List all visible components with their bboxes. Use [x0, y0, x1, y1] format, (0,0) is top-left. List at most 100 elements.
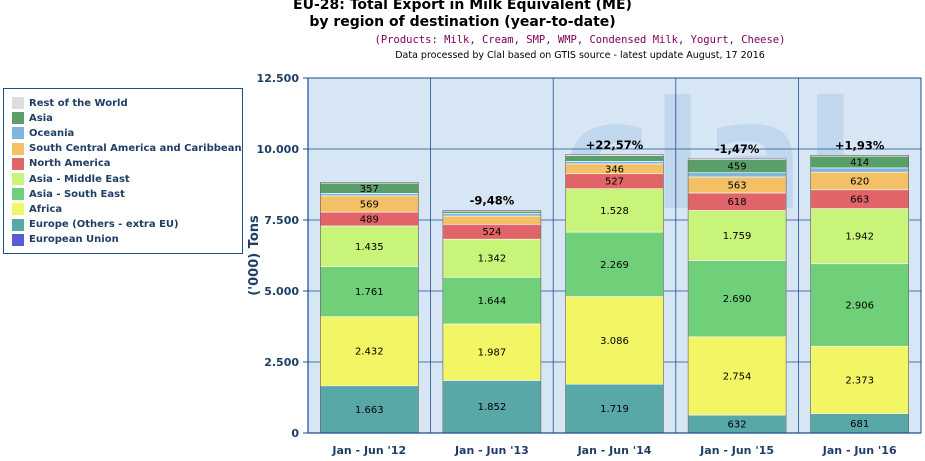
- y-axis-label: ('000) Tons: [247, 215, 262, 296]
- legend-item[interactable]: North America: [12, 157, 111, 171]
- x-tick-label: Jan - Jun '16: [822, 444, 897, 457]
- bar-segment: [442, 213, 542, 217]
- x-tick-label: Jan - Jun '14: [577, 444, 652, 457]
- legend-label: Europe (Others - extra EU): [29, 219, 179, 231]
- bar-segment: [319, 225, 419, 267]
- chart-title-line2: by region of destination (year-to-date): [309, 14, 616, 30]
- legend-swatch: [12, 233, 24, 246]
- legend-swatch: [12, 142, 24, 155]
- legend-item[interactable]: European Union: [12, 233, 119, 247]
- legend-item[interactable]: Asia: [12, 111, 53, 125]
- data-label: 2.906: [845, 301, 874, 312]
- data-label: 2.690: [723, 294, 752, 305]
- data-label: 1.342: [478, 254, 507, 265]
- bar-segment: [565, 161, 664, 165]
- change-label: -9,48%: [470, 194, 515, 208]
- y-tick-label: 2.500: [264, 356, 299, 369]
- bar-segment: [687, 210, 787, 261]
- legend-swatch: [12, 188, 24, 201]
- change-label: +1,93%: [835, 138, 885, 152]
- bar-segment: [442, 323, 542, 381]
- legend-swatch: [12, 218, 24, 231]
- legend-label: Asia - Middle East: [29, 173, 130, 185]
- data-label: 1.987: [478, 348, 507, 359]
- legend-label: South Central America and Caribbean: [29, 143, 242, 155]
- change-label: -1,47%: [715, 142, 760, 156]
- bar-segment: [810, 167, 910, 173]
- bar-segment: [442, 238, 542, 278]
- data-label: 1.942: [845, 232, 874, 243]
- legend-label: Asia - South East: [29, 188, 125, 200]
- legend-item[interactable]: Oceania: [12, 126, 74, 140]
- data-label: 357: [360, 184, 379, 195]
- bar-segment: [687, 172, 787, 178]
- data-label: 489: [360, 214, 379, 225]
- data-label: 1.719: [600, 404, 629, 415]
- y-tick-label: 0: [291, 427, 299, 440]
- x-tick-label: Jan - Jun '12: [331, 444, 406, 457]
- data-label: 1.761: [355, 287, 384, 298]
- data-label: 1.644: [478, 296, 507, 307]
- data-label: 3.086: [600, 336, 629, 347]
- legend-label: Oceania: [29, 127, 75, 139]
- legend-swatch: [12, 112, 24, 125]
- bar-segment: [565, 188, 664, 233]
- legend-item[interactable]: Asia - South East: [12, 187, 125, 201]
- chart-legend: Rest of the World Asia Oceania South Centra…: [3, 88, 243, 254]
- bar-segment: [442, 215, 542, 225]
- data-label: 1.852: [478, 402, 507, 413]
- bar-segment: [319, 316, 419, 387]
- legend-item[interactable]: Asia - Middle East: [12, 172, 130, 186]
- y-tick-label: 7.500: [264, 214, 299, 227]
- data-label: 414: [850, 158, 869, 169]
- legend-item[interactable]: Rest of the World: [12, 96, 128, 110]
- legend-swatch: [12, 203, 24, 216]
- change-label: +22,57%: [586, 138, 644, 152]
- data-label: 2.269: [600, 260, 629, 271]
- bar-segment: [442, 380, 542, 434]
- data-label: 346: [605, 164, 624, 175]
- legend-label: Rest of the World: [29, 97, 128, 109]
- legend-item[interactable]: Europe (Others - extra EU): [12, 218, 179, 232]
- chart-source-note: Data processed by Clal based on GTIS sou…: [395, 50, 765, 61]
- data-label: 569: [360, 199, 379, 210]
- bar-segment: [565, 231, 664, 297]
- chart-subtitle-products: (Products: Milk, Cream, SMP, WMP, Conden…: [374, 34, 786, 46]
- bar-segment: [442, 210, 542, 214]
- data-label: 563: [728, 180, 747, 191]
- data-label: 681: [850, 419, 869, 430]
- data-label: 632: [728, 420, 747, 431]
- bar-segment: [319, 266, 419, 318]
- legend-label: Asia: [29, 112, 53, 124]
- data-label: 524: [482, 227, 501, 238]
- legend-label: North America: [29, 158, 111, 170]
- data-label: 618: [728, 197, 747, 208]
- data-label: 1.759: [723, 231, 752, 242]
- data-label: 459: [728, 162, 747, 173]
- y-tick-label: 12.500: [257, 72, 300, 85]
- legend-label: European Union: [29, 234, 119, 246]
- data-label: 2.754: [723, 371, 752, 382]
- legend-item[interactable]: Africa: [12, 202, 62, 216]
- x-tick-label: Jan - Jun '13: [454, 444, 529, 457]
- data-label: 2.432: [355, 347, 384, 358]
- bar-segment: [565, 155, 664, 162]
- data-label: 527: [605, 177, 624, 188]
- bar-segment: [810, 345, 910, 414]
- legend-swatch: [12, 97, 24, 109]
- legend-label: Africa: [29, 203, 63, 215]
- data-label: 1.435: [355, 242, 384, 253]
- data-label: 2.373: [845, 375, 874, 386]
- x-tick-label: Jan - Jun '15: [699, 444, 774, 457]
- bar-segment: [565, 296, 664, 385]
- y-tick-label: 5.000: [264, 285, 299, 298]
- legend-swatch: [12, 173, 24, 185]
- data-label: 663: [850, 195, 869, 206]
- legend-item[interactable]: South Central America and Caribbean: [12, 142, 242, 156]
- y-tick-label: 10.000: [257, 143, 300, 156]
- data-label: 1.528: [600, 206, 629, 217]
- data-label: 620: [850, 176, 869, 187]
- legend-swatch: [12, 127, 24, 140]
- legend-swatch: [12, 157, 24, 170]
